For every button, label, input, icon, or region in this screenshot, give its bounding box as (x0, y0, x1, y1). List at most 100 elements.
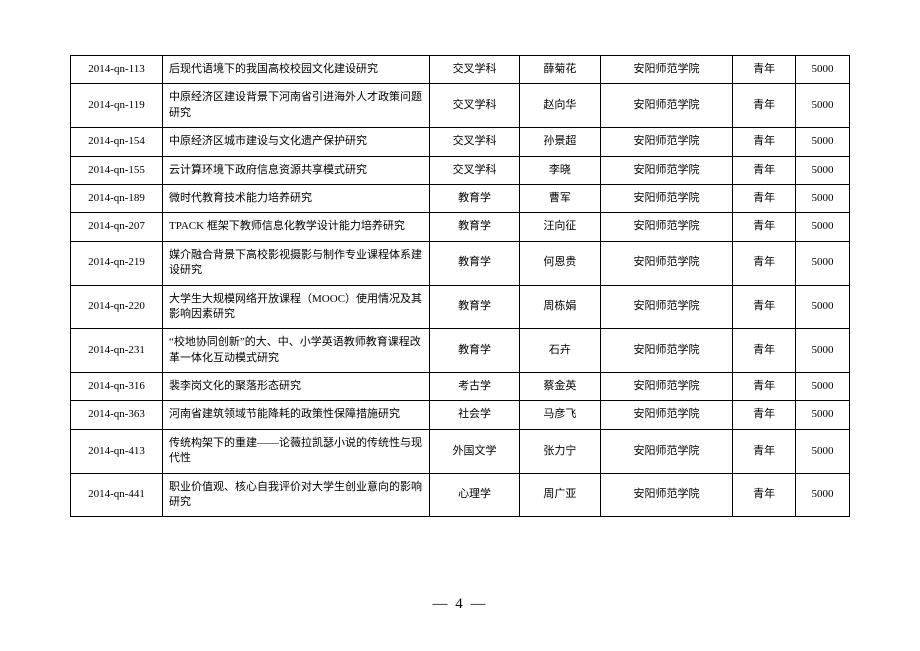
person-cell: 赵向华 (519, 84, 600, 128)
person-cell: 周广亚 (519, 473, 600, 517)
institution-cell: 安阳师范学院 (600, 285, 732, 329)
type-cell: 青年 (733, 156, 796, 184)
table-row: 2014-qn-155云计算环境下政府信息资源共享模式研究交叉学科李晓安阳师范学… (71, 156, 850, 184)
person-cell: 张力宁 (519, 429, 600, 473)
type-cell: 青年 (733, 429, 796, 473)
institution-cell: 安阳师范学院 (600, 373, 732, 401)
id-cell: 2014-qn-154 (71, 128, 163, 156)
amount-cell: 5000 (796, 285, 850, 329)
title-cell: 河南省建筑领域节能降耗的政策性保障措施研究 (163, 401, 430, 429)
type-cell: 青年 (733, 213, 796, 241)
id-cell: 2014-qn-441 (71, 473, 163, 517)
id-cell: 2014-qn-113 (71, 56, 163, 84)
person-cell: 蔡金英 (519, 373, 600, 401)
institution-cell: 安阳师范学院 (600, 401, 732, 429)
amount-cell: 5000 (796, 84, 850, 128)
institution-cell: 安阳师范学院 (600, 128, 732, 156)
page-content: 2014-qn-113后现代语境下的我国高校校园文化建设研究交叉学科薛菊花安阳师… (0, 0, 920, 517)
subject-cell: 心理学 (430, 473, 520, 517)
title-cell: 微时代教育技术能力培养研究 (163, 184, 430, 212)
table-body: 2014-qn-113后现代语境下的我国高校校园文化建设研究交叉学科薛菊花安阳师… (71, 56, 850, 517)
amount-cell: 5000 (796, 128, 850, 156)
title-cell: 中原经济区城市建设与文化遗产保护研究 (163, 128, 430, 156)
title-cell: 职业价值观、核心自我评价对大学生创业意向的影响研究 (163, 473, 430, 517)
type-cell: 青年 (733, 128, 796, 156)
table-row: 2014-qn-231“校地协同创新”的大、中、小学英语教师教育课程改革一体化互… (71, 329, 850, 373)
id-cell: 2014-qn-219 (71, 241, 163, 285)
subject-cell: 交叉学科 (430, 128, 520, 156)
person-cell: 马彦飞 (519, 401, 600, 429)
subject-cell: 考古学 (430, 373, 520, 401)
subject-cell: 教育学 (430, 213, 520, 241)
page-number: — 4 — (0, 596, 920, 613)
type-cell: 青年 (733, 56, 796, 84)
amount-cell: 5000 (796, 473, 850, 517)
title-cell: 云计算环境下政府信息资源共享模式研究 (163, 156, 430, 184)
type-cell: 青年 (733, 373, 796, 401)
amount-cell: 5000 (796, 401, 850, 429)
subject-cell: 教育学 (430, 184, 520, 212)
institution-cell: 安阳师范学院 (600, 213, 732, 241)
subject-cell: 教育学 (430, 329, 520, 373)
subject-cell: 交叉学科 (430, 56, 520, 84)
id-cell: 2014-qn-155 (71, 156, 163, 184)
title-cell: 传统构架下的重建——论薇拉凯瑟小说的传统性与现代性 (163, 429, 430, 473)
table-row: 2014-qn-219媒介融合背景下高校影视摄影与制作专业课程体系建设研究教育学… (71, 241, 850, 285)
person-cell: 孙景超 (519, 128, 600, 156)
title-cell: 后现代语境下的我国高校校园文化建设研究 (163, 56, 430, 84)
id-cell: 2014-qn-220 (71, 285, 163, 329)
table-row: 2014-qn-413传统构架下的重建——论薇拉凯瑟小说的传统性与现代性外国文学… (71, 429, 850, 473)
subject-cell: 社会学 (430, 401, 520, 429)
type-cell: 青年 (733, 285, 796, 329)
title-cell: 中原经济区建设背景下河南省引进海外人才政策问题研究 (163, 84, 430, 128)
table-row: 2014-qn-316裴李岗文化的聚落形态研究考古学蔡金英安阳师范学院青年500… (71, 373, 850, 401)
title-cell: “校地协同创新”的大、中、小学英语教师教育课程改革一体化互动模式研究 (163, 329, 430, 373)
amount-cell: 5000 (796, 213, 850, 241)
subject-cell: 教育学 (430, 285, 520, 329)
person-cell: 李晓 (519, 156, 600, 184)
table-row: 2014-qn-113后现代语境下的我国高校校园文化建设研究交叉学科薛菊花安阳师… (71, 56, 850, 84)
data-table: 2014-qn-113后现代语境下的我国高校校园文化建设研究交叉学科薛菊花安阳师… (70, 55, 850, 517)
person-cell: 石卉 (519, 329, 600, 373)
amount-cell: 5000 (796, 56, 850, 84)
institution-cell: 安阳师范学院 (600, 241, 732, 285)
subject-cell: 交叉学科 (430, 156, 520, 184)
amount-cell: 5000 (796, 329, 850, 373)
id-cell: 2014-qn-207 (71, 213, 163, 241)
id-cell: 2014-qn-189 (71, 184, 163, 212)
amount-cell: 5000 (796, 241, 850, 285)
amount-cell: 5000 (796, 184, 850, 212)
table-row: 2014-qn-363河南省建筑领域节能降耗的政策性保障措施研究社会学马彦飞安阳… (71, 401, 850, 429)
table-row: 2014-qn-207TPACK 框架下教师信息化教学设计能力培养研究教育学汪向… (71, 213, 850, 241)
type-cell: 青年 (733, 473, 796, 517)
type-cell: 青年 (733, 241, 796, 285)
title-cell: 裴李岗文化的聚落形态研究 (163, 373, 430, 401)
person-cell: 薛菊花 (519, 56, 600, 84)
id-cell: 2014-qn-119 (71, 84, 163, 128)
title-cell: 大学生大规模网络开放课程（MOOC）使用情况及其影响因素研究 (163, 285, 430, 329)
institution-cell: 安阳师范学院 (600, 429, 732, 473)
institution-cell: 安阳师范学院 (600, 56, 732, 84)
id-cell: 2014-qn-316 (71, 373, 163, 401)
amount-cell: 5000 (796, 156, 850, 184)
institution-cell: 安阳师范学院 (600, 156, 732, 184)
subject-cell: 交叉学科 (430, 84, 520, 128)
person-cell: 周栋娟 (519, 285, 600, 329)
table-row: 2014-qn-154中原经济区城市建设与文化遗产保护研究交叉学科孙景超安阳师范… (71, 128, 850, 156)
table-row: 2014-qn-220大学生大规模网络开放课程（MOOC）使用情况及其影响因素研… (71, 285, 850, 329)
title-cell: 媒介融合背景下高校影视摄影与制作专业课程体系建设研究 (163, 241, 430, 285)
title-cell: TPACK 框架下教师信息化教学设计能力培养研究 (163, 213, 430, 241)
id-cell: 2014-qn-363 (71, 401, 163, 429)
type-cell: 青年 (733, 84, 796, 128)
type-cell: 青年 (733, 329, 796, 373)
type-cell: 青年 (733, 401, 796, 429)
id-cell: 2014-qn-231 (71, 329, 163, 373)
table-row: 2014-qn-189微时代教育技术能力培养研究教育学曹军安阳师范学院青年500… (71, 184, 850, 212)
amount-cell: 5000 (796, 373, 850, 401)
person-cell: 何恩贵 (519, 241, 600, 285)
institution-cell: 安阳师范学院 (600, 184, 732, 212)
person-cell: 曹军 (519, 184, 600, 212)
person-cell: 汪向征 (519, 213, 600, 241)
institution-cell: 安阳师范学院 (600, 473, 732, 517)
table-row: 2014-qn-119中原经济区建设背景下河南省引进海外人才政策问题研究交叉学科… (71, 84, 850, 128)
